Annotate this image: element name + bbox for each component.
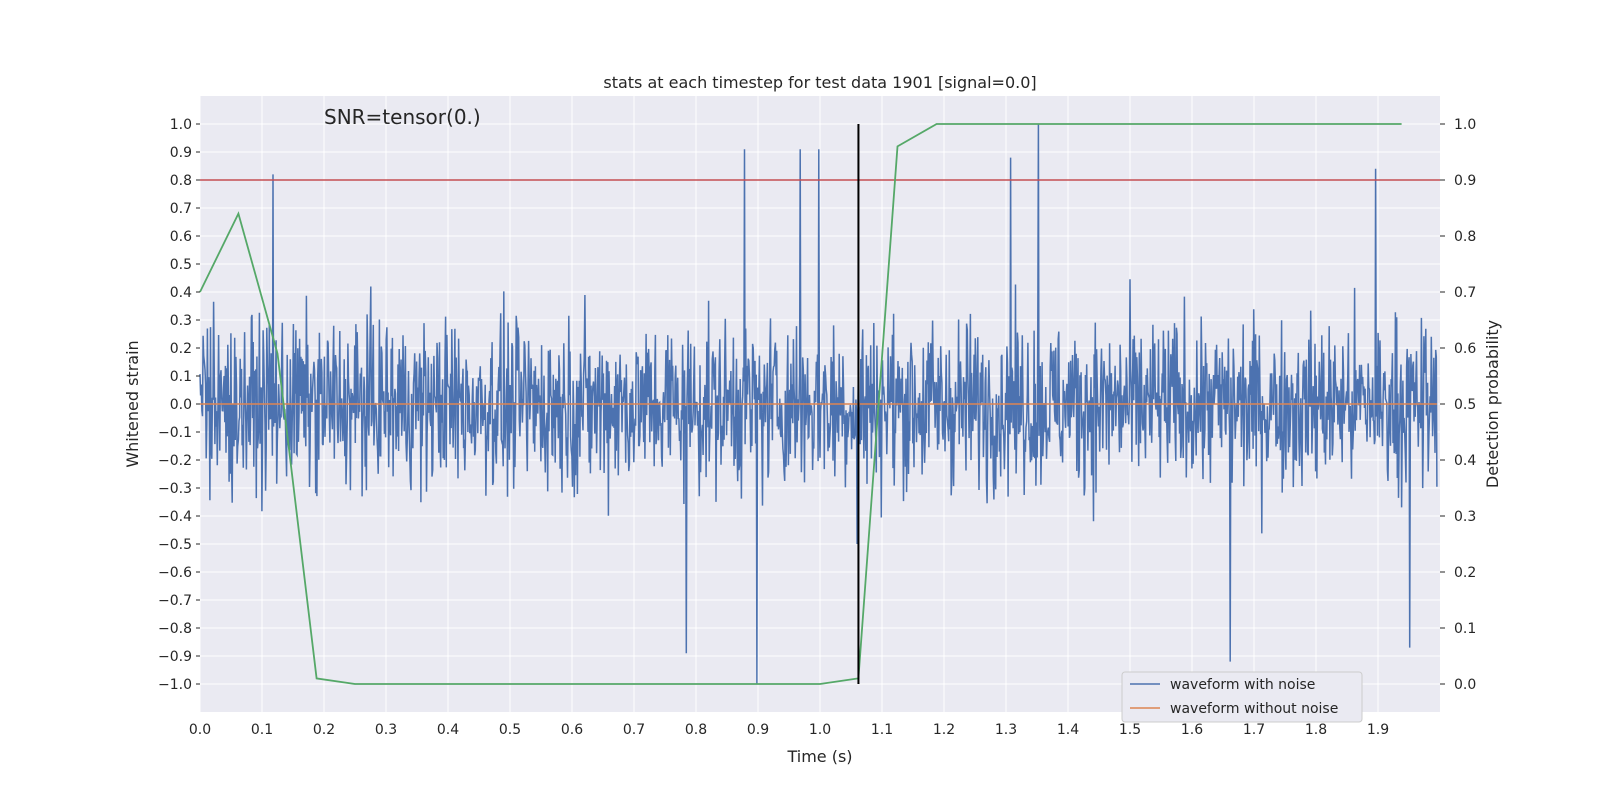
- y2-axis-label: Detection probability: [1483, 320, 1502, 488]
- y-tick-label: −0.4: [158, 509, 192, 525]
- x-tick-label: 1.6: [1181, 722, 1203, 738]
- x-tick-label: 0.4: [437, 722, 459, 738]
- x-tick-label: 0.9: [747, 722, 769, 738]
- y-tick-label: −0.7: [158, 593, 192, 609]
- y-tick-label: −1.0: [158, 677, 192, 693]
- y-tick-label: −0.8: [158, 621, 192, 637]
- chart-title: stats at each timestep for test data 190…: [603, 73, 1036, 92]
- x-tick-label: 0.2: [313, 722, 335, 738]
- y-tick-label: 0.2: [170, 341, 192, 357]
- x-tick-label: 0.6: [561, 722, 583, 738]
- x-tick-label: 1.8: [1305, 722, 1327, 738]
- y-tick-label: 0.7: [170, 201, 192, 217]
- y-tick-label: 0.6: [170, 229, 192, 245]
- y-tick-label: 0.8: [170, 173, 192, 189]
- x-tick-label: 1.2: [933, 722, 955, 738]
- x-tick-label: 1.7: [1243, 722, 1265, 738]
- y-tick-label: 0.1: [170, 369, 192, 385]
- legend-label-noise: waveform with noise: [1170, 677, 1315, 693]
- x-axis-label: Time (s): [786, 747, 852, 766]
- y2-tick-label: 1.0: [1454, 117, 1476, 133]
- x-tick-label: 1.0: [809, 722, 831, 738]
- series-layer: [199, 123, 1440, 685]
- y-tick-label: 0.4: [170, 285, 192, 301]
- x-tick-label: 0.1: [251, 722, 273, 738]
- y2-tick-label: 0.8: [1454, 229, 1476, 245]
- y2-tick-label: 0.9: [1454, 173, 1476, 189]
- x-tick-label: 0.7: [623, 722, 645, 738]
- y-tick-label: −0.9: [158, 649, 192, 665]
- y-axis-label: Whitened strain: [123, 340, 142, 467]
- y2-tick-label: 0.2: [1454, 565, 1476, 581]
- y-tick-label: 0.9: [170, 145, 192, 161]
- y2-tick-label: 0.3: [1454, 509, 1476, 525]
- y2-tick-label: 0.6: [1454, 341, 1476, 357]
- axes-layer: 0.0 0.1 0.2 0.3 0.4 0.5 0.6 0.7 0.8 0.9 1.0 1.1 1.2 1…: [158, 117, 1476, 738]
- y-tick-label: −0.3: [158, 481, 192, 497]
- x-tick-label: 0.5: [499, 722, 521, 738]
- y-tick-label: 0.3: [170, 313, 192, 329]
- y-tick-label: −0.5: [158, 537, 192, 553]
- y-tick-label: −0.2: [158, 453, 192, 469]
- x-tick-label: 1.5: [1119, 722, 1141, 738]
- y2-tick-label: 0.0: [1454, 677, 1476, 693]
- x-tick-label: 1.3: [995, 722, 1017, 738]
- x-tick-label: 1.9: [1367, 722, 1389, 738]
- y2-tick-label: 0.1: [1454, 621, 1476, 637]
- legend: waveform with noise waveform without noi…: [1121, 671, 1363, 723]
- y-tick-label: −0.6: [158, 565, 192, 581]
- y-tick-label: −0.1: [158, 425, 192, 441]
- y-tick-label: 0.5: [170, 257, 192, 273]
- series-detection-probability: [199, 123, 1402, 685]
- legend-box: [1121, 671, 1363, 723]
- series-waveform-with-noise: [199, 123, 1438, 685]
- legend-label-clean: waveform without noise: [1170, 701, 1338, 717]
- y2-tick-label: 0.5: [1454, 397, 1476, 413]
- x-tick-label: 0.8: [685, 722, 707, 738]
- y-tick-label: 1.0: [170, 117, 192, 133]
- y2-tick-label: 0.4: [1454, 453, 1476, 469]
- y2-tick-label: 0.7: [1454, 285, 1476, 301]
- x-tick-label: 0.0: [189, 722, 211, 738]
- x-tick-label: 0.3: [375, 722, 397, 738]
- y-tick-label: 0.0: [170, 397, 192, 413]
- snr-annotation: SNR=tensor(0.): [324, 105, 481, 129]
- x-tick-label: 1.4: [1057, 722, 1079, 738]
- x-tick-label: 1.1: [871, 722, 893, 738]
